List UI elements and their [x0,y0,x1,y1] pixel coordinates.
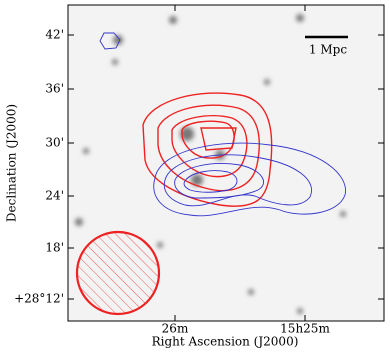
x-axis-label: Right Ascension (J2000) [152,335,299,349]
x-tick-label: 26m [162,322,189,336]
y-tick-label: 24' [45,189,64,203]
scale-bar-label: 1 Mpc [309,43,347,57]
y-tick-label: +28°12' [14,292,64,306]
blue-contours [99,32,346,217]
y-tick-label: 18' [45,241,64,255]
x-tick-label: 15h25m [280,322,330,336]
frame [67,4,385,322]
y-tick-label: 30' [45,136,64,150]
y-tick-label: 42' [45,28,64,42]
y-axis-label: Declination (J2000) [5,104,19,222]
y-tick-label: 36' [45,82,64,96]
beam [75,230,161,316]
sky-sources [75,14,346,314]
ticks: 42' 36' 30' 24' 18' +28°12' 26m 15h25m [14,5,384,336]
